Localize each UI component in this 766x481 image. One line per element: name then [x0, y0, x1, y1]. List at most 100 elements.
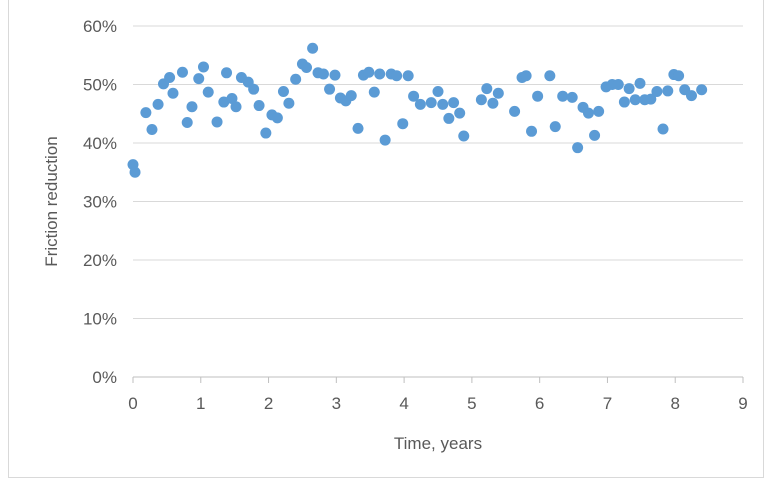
x-tick-label: 3: [332, 394, 341, 413]
data-point: [593, 105, 605, 117]
data-point: [211, 116, 223, 128]
data-point: [673, 70, 685, 82]
data-point: [317, 68, 329, 80]
x-tick-label: 8: [670, 394, 679, 413]
y-tick-label: 10%: [83, 310, 117, 329]
data-point: [443, 112, 455, 124]
data-point: [458, 130, 470, 142]
data-point: [230, 101, 242, 113]
data-point: [634, 77, 646, 89]
data-point: [437, 98, 449, 110]
data-point: [425, 97, 437, 109]
data-point: [402, 70, 414, 82]
data-point: [662, 85, 674, 97]
x-tick-labels: 0 1 2 3 4 5 6 7 8 9: [128, 394, 747, 413]
data-point: [307, 42, 319, 54]
data-point: [277, 86, 289, 98]
data-point: [324, 83, 336, 95]
data-point: [253, 100, 265, 112]
data-point: [352, 122, 364, 134]
data-point: [651, 86, 663, 98]
data-point: [520, 70, 532, 82]
data-point: [657, 123, 669, 135]
chart-frame: 0% 10% 20% 30% 40% 50% 60% 0 1 2 3 4 5 6 7 8 9 Time, ye…: [8, 0, 764, 478]
data-point: [526, 125, 538, 137]
data-point: [696, 84, 708, 96]
x-tick-label: 6: [535, 394, 544, 413]
data-point: [532, 90, 544, 102]
data-point: [544, 70, 556, 82]
data-point: [283, 97, 295, 109]
data-point: [140, 107, 152, 119]
data-point: [374, 68, 386, 80]
data-point: [146, 124, 158, 136]
data-point: [301, 62, 313, 74]
data-point: [379, 134, 391, 146]
data-point: [408, 90, 420, 102]
data-point: [167, 87, 179, 99]
data-point: [193, 73, 205, 85]
data-point: [432, 86, 444, 98]
data-point: [566, 91, 578, 103]
data-point: [612, 79, 624, 90]
data-point: [202, 86, 214, 98]
data-point: [414, 98, 426, 110]
x-tick-label: 1: [196, 394, 205, 413]
data-point: [572, 142, 584, 154]
data-point: [448, 97, 460, 109]
data-point: [181, 117, 193, 129]
data-point: [164, 71, 176, 83]
data-point: [582, 107, 594, 119]
data-point: [345, 90, 357, 102]
data-point: [129, 166, 141, 178]
y-tick-labels: 0% 10% 20% 30% 40% 50% 60%: [83, 17, 117, 387]
data-point: [492, 87, 504, 99]
y-tick-label: 30%: [83, 193, 117, 212]
data-point: [271, 112, 283, 124]
x-tick-label: 2: [264, 394, 273, 413]
data-point: [226, 93, 238, 105]
data-point: [391, 70, 403, 82]
data-point: [645, 93, 657, 105]
data-point: [549, 121, 561, 133]
x-tick-label: 0: [128, 394, 137, 413]
data-point: [589, 129, 601, 141]
data-point: [152, 98, 164, 110]
y-tick-label: 50%: [83, 76, 117, 95]
x-tick-label: 5: [467, 394, 476, 413]
data-point: [397, 118, 409, 130]
data-point: [329, 69, 341, 81]
data-point: [363, 66, 375, 78]
axes: [132, 376, 744, 383]
data-point: [629, 94, 641, 106]
x-tick-label: 9: [738, 394, 747, 413]
data-point: [475, 94, 487, 106]
data-point: [685, 90, 697, 102]
y-axis-title: Friction reduction: [42, 136, 61, 266]
y-tick-label: 40%: [83, 134, 117, 153]
y-tick-label: 0%: [92, 368, 117, 387]
data-point: [557, 90, 569, 102]
scatter-chart: 0% 10% 20% 30% 40% 50% 60% 0 1 2 3 4 5 6 7 8 9 Time, ye…: [42, 17, 748, 453]
data-point: [454, 107, 466, 119]
data-point: [176, 66, 188, 78]
data-point: [248, 83, 260, 95]
data-point: [186, 101, 198, 113]
y-tick-label: 20%: [83, 251, 117, 270]
gridlines: [133, 25, 743, 319]
data-point: [290, 73, 302, 85]
y-tick-label: 60%: [83, 17, 117, 36]
data-point: [221, 67, 233, 79]
data-point: [368, 86, 380, 98]
data-point: [623, 83, 635, 95]
data-point: [509, 105, 521, 117]
data-point: [260, 127, 272, 139]
x-tick-label: 4: [399, 394, 408, 413]
data-points: [127, 42, 708, 178]
x-axis-title: Time, years: [394, 434, 482, 453]
data-point: [197, 61, 209, 73]
data-point: [487, 97, 499, 109]
x-tick-label: 7: [603, 394, 612, 413]
data-point: [618, 96, 630, 108]
data-point: [481, 83, 493, 95]
